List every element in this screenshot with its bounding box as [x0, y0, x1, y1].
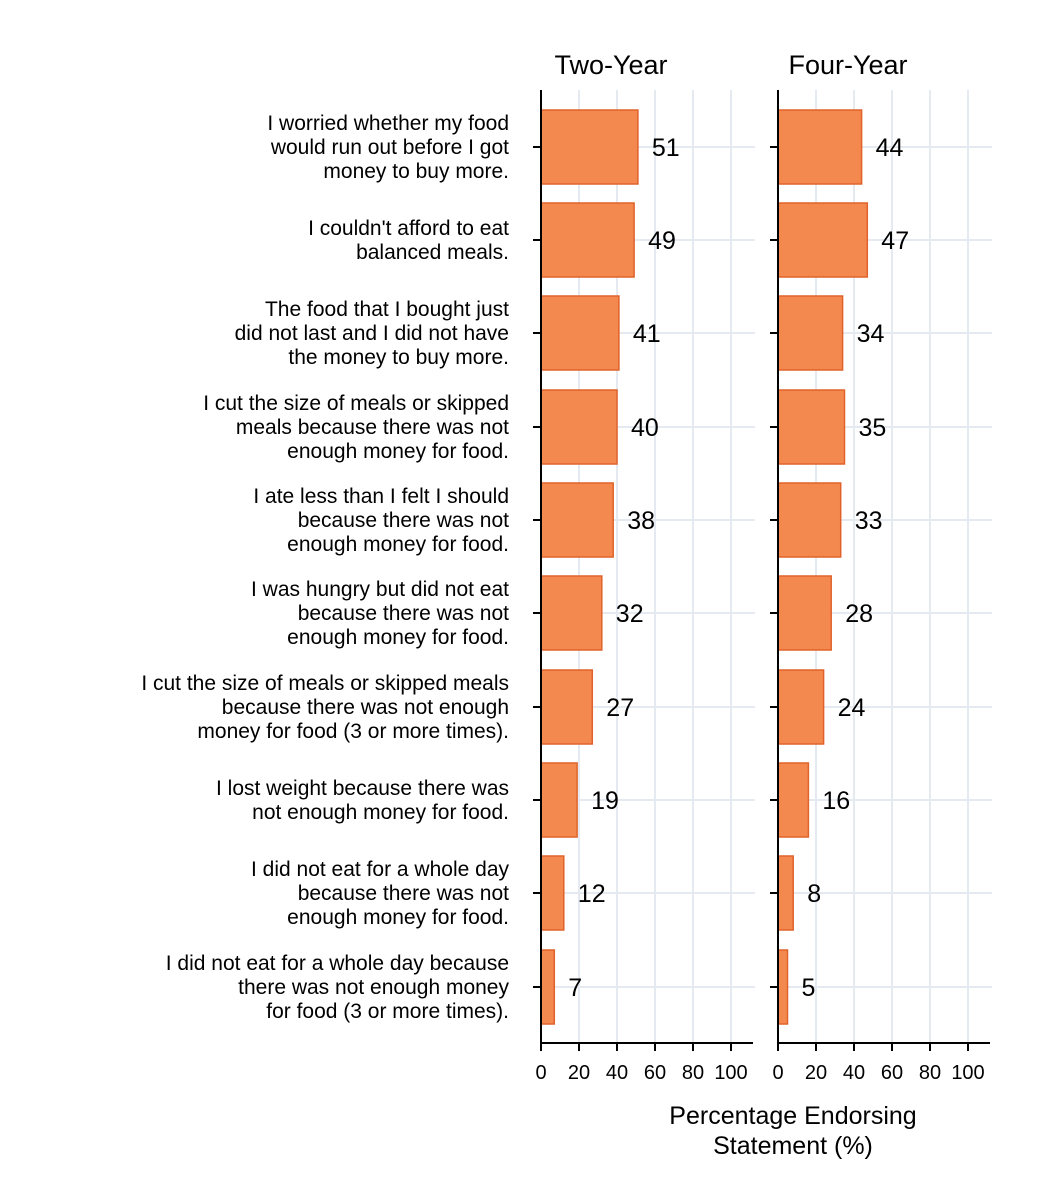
category-label-line: I ate less than I felt I should [253, 485, 509, 508]
category-label: I was hungry but did not eat because ther… [251, 578, 509, 649]
data-label: 19 [591, 787, 619, 815]
bar [777, 202, 869, 278]
category-label-line: I did not eat for a whole day because [166, 952, 509, 975]
x-tick-label: 80 [919, 1062, 941, 1084]
category-label: The food that I bought just did not last … [235, 298, 510, 369]
bar [540, 669, 594, 745]
category-label-line: I lost weight because there was [216, 777, 509, 800]
bar [777, 855, 794, 931]
bar [777, 109, 863, 185]
bar [777, 949, 789, 1025]
category-label-line: did not last and I did not have [235, 322, 509, 345]
x-tick-label: 60 [644, 1062, 666, 1084]
bar [777, 389, 846, 465]
category-label: I couldn't afford to eat balanced meals. [308, 217, 509, 264]
data-label: 33 [855, 507, 883, 535]
category-label-line: enough money for food. [287, 626, 509, 649]
x-tick-label: 20 [568, 1062, 590, 1084]
x-axis-title: Percentage Endorsing Statement (%) [669, 1102, 916, 1160]
data-label: 40 [631, 414, 659, 442]
x-axis-title-line: Statement (%) [713, 1132, 873, 1160]
bar [540, 482, 614, 558]
category-label-line: I couldn't afford to eat [308, 217, 509, 240]
bar [540, 109, 639, 185]
x-tick-label: 100 [714, 1062, 747, 1084]
category-label-line: because there was not [298, 882, 509, 905]
x-axis-title-line: Percentage Endorsing [669, 1102, 916, 1130]
data-label: 38 [627, 507, 655, 535]
x-tick-label: 40 [843, 1062, 865, 1084]
data-label: 16 [822, 787, 850, 815]
category-label-line: I did not eat for a whole day [251, 858, 509, 881]
category-label-line: enough money for food. [287, 533, 509, 556]
bar [777, 669, 825, 745]
category-label: I ate less than I felt I should because t… [253, 485, 509, 556]
category-label: I worried whether my food would run out b… [267, 112, 509, 183]
data-label: 12 [578, 880, 606, 908]
bar [540, 575, 603, 651]
bar [540, 855, 565, 931]
data-label: 5 [802, 974, 816, 1002]
bar [540, 949, 556, 1025]
category-label-line: not enough money for food. [252, 801, 509, 824]
bar [777, 575, 832, 651]
category-label-line: money for food (3 or more times). [197, 720, 509, 743]
data-label: 49 [648, 227, 676, 255]
category-label-line: meals because there was not [236, 416, 509, 439]
category-label: I lost weight because there was not enoug… [216, 777, 509, 824]
category-label: I did not eat for a whole day because the… [251, 858, 509, 929]
category-label-line: because there was not enough [222, 696, 509, 719]
bar [777, 762, 810, 838]
category-label-line: I cut the size of meals or skipped meals [141, 672, 509, 695]
category-label-line: because there was not [298, 602, 509, 625]
x-tick-label: 40 [606, 1062, 628, 1084]
panel-title: Two-Year [554, 50, 667, 80]
category-label-line: for food (3 or more times). [266, 1000, 509, 1023]
data-label: 47 [881, 227, 909, 255]
data-label: 44 [876, 134, 904, 162]
x-tick-label: 100 [951, 1062, 984, 1084]
x-tick-label: 0 [535, 1062, 546, 1084]
category-label: I cut the size of meals or skipped meals … [203, 392, 509, 463]
category-label: I cut the size of meals or skipped meals… [141, 672, 509, 743]
x-tick-label: 0 [772, 1062, 783, 1084]
category-label-line: because there was not [298, 509, 509, 532]
x-tick-label: 20 [805, 1062, 827, 1084]
x-tick-label: 80 [682, 1062, 704, 1084]
data-label: 34 [857, 320, 885, 348]
category-label: I did not eat for a whole day because the… [166, 952, 510, 1023]
bar [540, 202, 635, 278]
category-label-line: money to buy more. [323, 160, 509, 183]
category-label-line: The food that I bought just [265, 298, 509, 321]
category-label-line: enough money for food. [287, 906, 509, 929]
data-label: 8 [807, 880, 821, 908]
data-label: 51 [652, 134, 680, 162]
category-label-line: I was hungry but did not eat [251, 578, 509, 601]
bar [540, 389, 618, 465]
category-label-line: there was not enough money [238, 976, 509, 999]
data-label: 24 [838, 694, 866, 722]
data-label: 28 [845, 600, 873, 628]
x-tick-label: 60 [881, 1062, 903, 1084]
bar [777, 295, 844, 371]
bar [540, 295, 620, 371]
category-label-line: balanced meals. [356, 241, 509, 264]
bar [540, 762, 578, 838]
category-label-line: the money to buy more. [288, 346, 509, 369]
data-label: 41 [633, 320, 661, 348]
bar [777, 482, 842, 558]
category-label-line: I worried whether my food [267, 112, 509, 135]
data-label: 27 [606, 694, 634, 722]
panel-title: Four-Year [788, 50, 907, 80]
category-label-line: would run out before I got [270, 136, 509, 159]
category-label-line: enough money for food. [287, 440, 509, 463]
data-label: 7 [568, 974, 582, 1002]
data-label: 32 [616, 600, 644, 628]
category-label-line: I cut the size of meals or skipped [203, 392, 509, 415]
data-label: 35 [859, 414, 887, 442]
